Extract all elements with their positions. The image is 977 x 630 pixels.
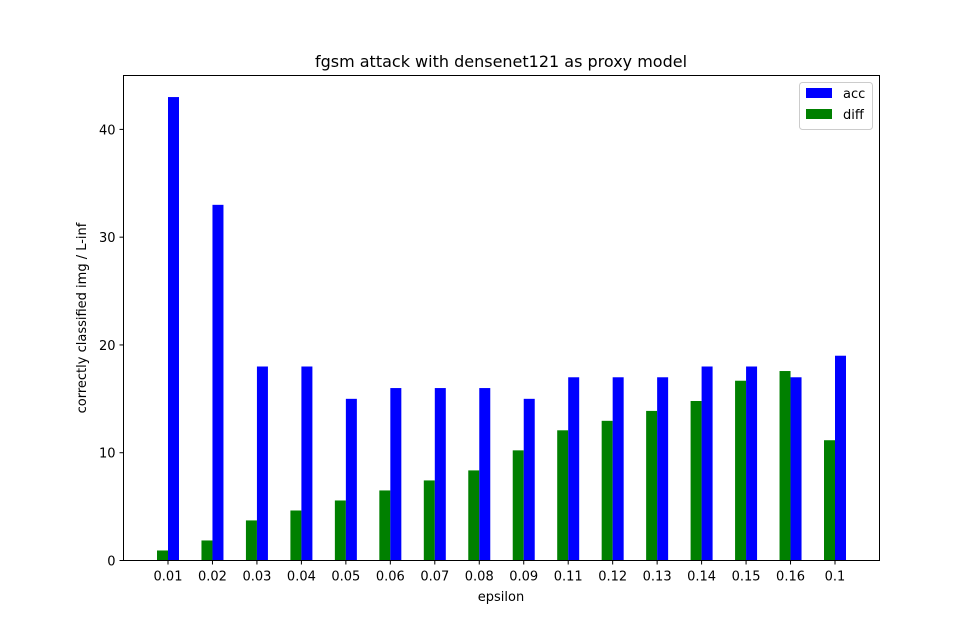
bar-diff-0.07 xyxy=(423,480,435,561)
bar-diff-0.15 xyxy=(735,380,747,561)
x-tick-label: 0.14 xyxy=(687,570,716,585)
legend-swatch-acc xyxy=(806,88,832,98)
bar-acc-0.1 xyxy=(835,355,846,561)
bar-diff-0.05 xyxy=(334,500,346,561)
x-tick-label: 0.05 xyxy=(331,570,360,585)
x-tick-label: 0.06 xyxy=(376,570,405,585)
bar-diff-0.08 xyxy=(468,470,480,561)
bar-diff-0.14 xyxy=(690,400,702,561)
y-tick-label: 40 xyxy=(99,123,116,138)
x-tick-label: 0.1 xyxy=(825,570,846,585)
legend-label-acc: acc xyxy=(843,87,865,102)
x-tick-label: 0.04 xyxy=(287,570,316,585)
bar-acc-0.08 xyxy=(479,388,491,561)
y-axis-label: correctly classified img / L-inf xyxy=(75,222,90,413)
x-tick-label: 0.08 xyxy=(465,570,494,585)
bar-acc-0.15 xyxy=(746,366,758,561)
bar-acc-0.01 xyxy=(168,97,179,561)
x-tick-label: 0.09 xyxy=(509,570,538,585)
bar-diff-0.09 xyxy=(512,450,524,561)
bar-acc-0.06 xyxy=(390,388,402,561)
bar-diff-0.04 xyxy=(290,510,302,561)
y-tick-label: 0 xyxy=(107,555,115,570)
bar-acc-0.14 xyxy=(701,366,713,561)
bar-acc-0.12 xyxy=(612,377,624,561)
bar-acc-0.04 xyxy=(301,366,313,561)
x-tick-label: 0.07 xyxy=(420,570,449,585)
legend: acc diff xyxy=(799,82,873,130)
bar-acc-0.13 xyxy=(657,377,669,561)
bar-diff-0.11 xyxy=(557,430,569,561)
bar-diff-0.02 xyxy=(201,540,213,561)
plot-frame xyxy=(123,75,880,561)
bar-diff-0.06 xyxy=(379,490,391,561)
bar-acc-0.11 xyxy=(568,377,580,561)
bar-diff-0.12 xyxy=(601,420,613,561)
chart-title: fgsm attack with densenet121 as proxy mo… xyxy=(315,52,687,71)
y-axis: 0 10 20 30 40 xyxy=(99,123,124,570)
y-tick-label: 10 xyxy=(99,447,116,462)
x-tick-label: 0.16 xyxy=(776,570,805,585)
x-tick-label: 0.15 xyxy=(732,570,761,585)
bar-acc-0.16 xyxy=(790,377,802,561)
bar-diff-0.1 xyxy=(824,440,835,561)
bar-acc-0.03 xyxy=(256,366,268,561)
bar-acc-0.05 xyxy=(345,398,357,561)
x-axis-label: epsilon xyxy=(478,590,524,605)
legend-swatch-diff xyxy=(806,109,832,119)
x-tick-label: 0.01 xyxy=(154,570,183,585)
x-tick-label: 0.11 xyxy=(554,570,583,585)
bar-acc-0.09 xyxy=(523,398,535,561)
bar-diff-0.01 xyxy=(157,550,168,561)
x-tick-label: 0.03 xyxy=(242,570,271,585)
bar-acc-0.02 xyxy=(212,204,224,561)
x-tick-label: 0.13 xyxy=(643,570,672,585)
y-tick-label: 30 xyxy=(99,231,116,246)
x-tick-label: 0.02 xyxy=(198,570,227,585)
bar-diff-0.16 xyxy=(779,371,791,561)
y-tick-label: 20 xyxy=(99,339,116,354)
bar-diff-0.03 xyxy=(245,520,257,561)
bars-group xyxy=(157,97,846,561)
bar-acc-0.07 xyxy=(434,388,446,561)
bar-diff-0.13 xyxy=(646,410,658,561)
x-axis: 0.01 0.02 0.03 0.04 0.05 0.06 0.07 0.08 0.09 0.11… xyxy=(154,560,846,585)
x-tick-label: 0.12 xyxy=(598,570,627,585)
legend-label-diff: diff xyxy=(843,108,865,123)
